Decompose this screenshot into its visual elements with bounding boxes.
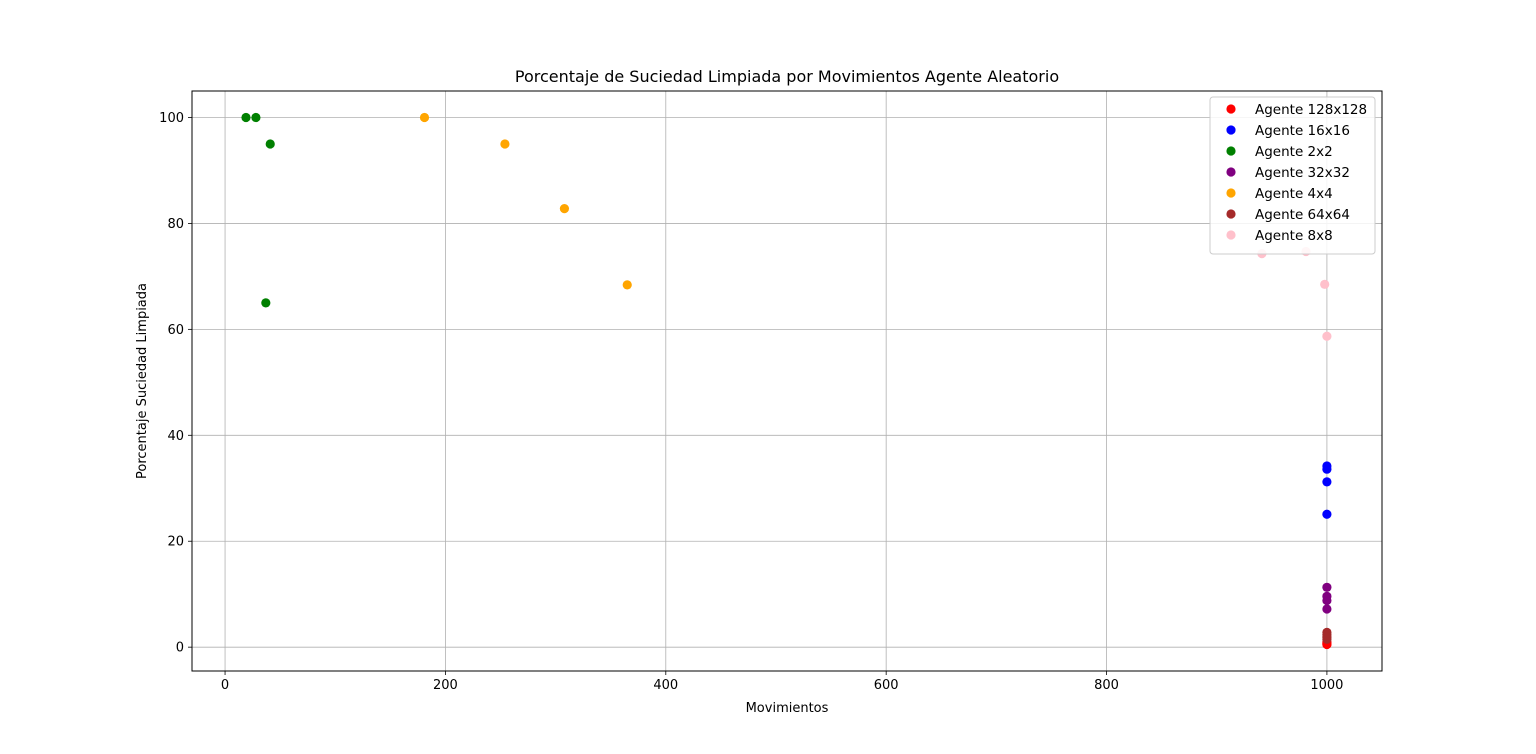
point-agente-8x8 — [1320, 279, 1330, 289]
legend-label: Agente 16x16 — [1255, 123, 1350, 139]
y-tick-label: 60 — [167, 323, 184, 338]
point-agente-8x8 — [1322, 331, 1332, 341]
legend: Agente 128x128 Agente 16x16 Agente 2x2 Agen… — [1209, 96, 1376, 255]
y-tick-label: 0 — [176, 641, 184, 656]
y-tick-label: 80 — [167, 217, 184, 232]
x-axis-label: Movimientos — [746, 701, 829, 716]
legend-label: Agente 64x64 — [1255, 207, 1350, 223]
y-tick-label: 100 — [159, 111, 184, 126]
y-tick-label: 40 — [167, 429, 184, 444]
x-tick-label: 400 — [653, 678, 678, 693]
point-agente-16x16 — [1322, 464, 1332, 474]
legend-marker — [1226, 167, 1236, 177]
legend-label: Agente 32x32 — [1255, 165, 1350, 181]
point-agente-4x4 — [622, 280, 632, 290]
data-points — [241, 112, 1332, 650]
x-tick-label: 200 — [433, 678, 458, 693]
x-tick-label: 1000 — [1310, 678, 1343, 693]
point-agente-32x32 — [1322, 595, 1332, 606]
point-agente-4x4 — [500, 139, 510, 149]
legend-box — [1209, 96, 1376, 255]
point-agente-2x2 — [251, 112, 261, 123]
point-agente-4x4 — [419, 112, 430, 123]
legend-marker — [1226, 104, 1236, 114]
legend-label: Agente 128x128 — [1255, 102, 1367, 118]
chart-title: Porcentaje de Suciedad Limpiada por Movi… — [515, 67, 1059, 86]
x-tick-label: 600 — [874, 678, 899, 693]
y-tick-label: 20 — [167, 535, 184, 550]
y-axis-label: Porcentaje Suciedad Limpiada — [135, 283, 150, 479]
legend-label: Agente 4x4 — [1255, 186, 1333, 202]
legend-marker — [1226, 230, 1236, 240]
legend-marker — [1226, 188, 1236, 198]
point-agente-2x2 — [261, 298, 271, 308]
point-agente-32x32 — [1322, 604, 1332, 614]
point-agente-2x2 — [265, 139, 275, 149]
point-agente-4x4 — [559, 203, 570, 214]
point-agente-32x32 — [1322, 582, 1332, 592]
legend-label: Agente 8x8 — [1255, 228, 1333, 244]
grid-lines — [192, 91, 1382, 671]
plot-frame — [191, 90, 1383, 672]
legend-marker — [1226, 125, 1236, 135]
point-agente-16x16 — [1322, 477, 1332, 487]
point-agente-64x64 — [1322, 634, 1332, 644]
x-tick-label: 800 — [1094, 678, 1119, 693]
legend-marker — [1226, 209, 1236, 219]
axis-ticks: 0 200 400 600 800 1000 0 20 40 60 80 100 — [159, 111, 1343, 693]
x-tick-label: 0 — [221, 678, 229, 693]
legend-label: Agente 2x2 — [1255, 144, 1333, 160]
point-agente-16x16 — [1322, 509, 1332, 519]
legend-marker — [1226, 146, 1236, 156]
point-agente-2x2 — [241, 112, 251, 123]
